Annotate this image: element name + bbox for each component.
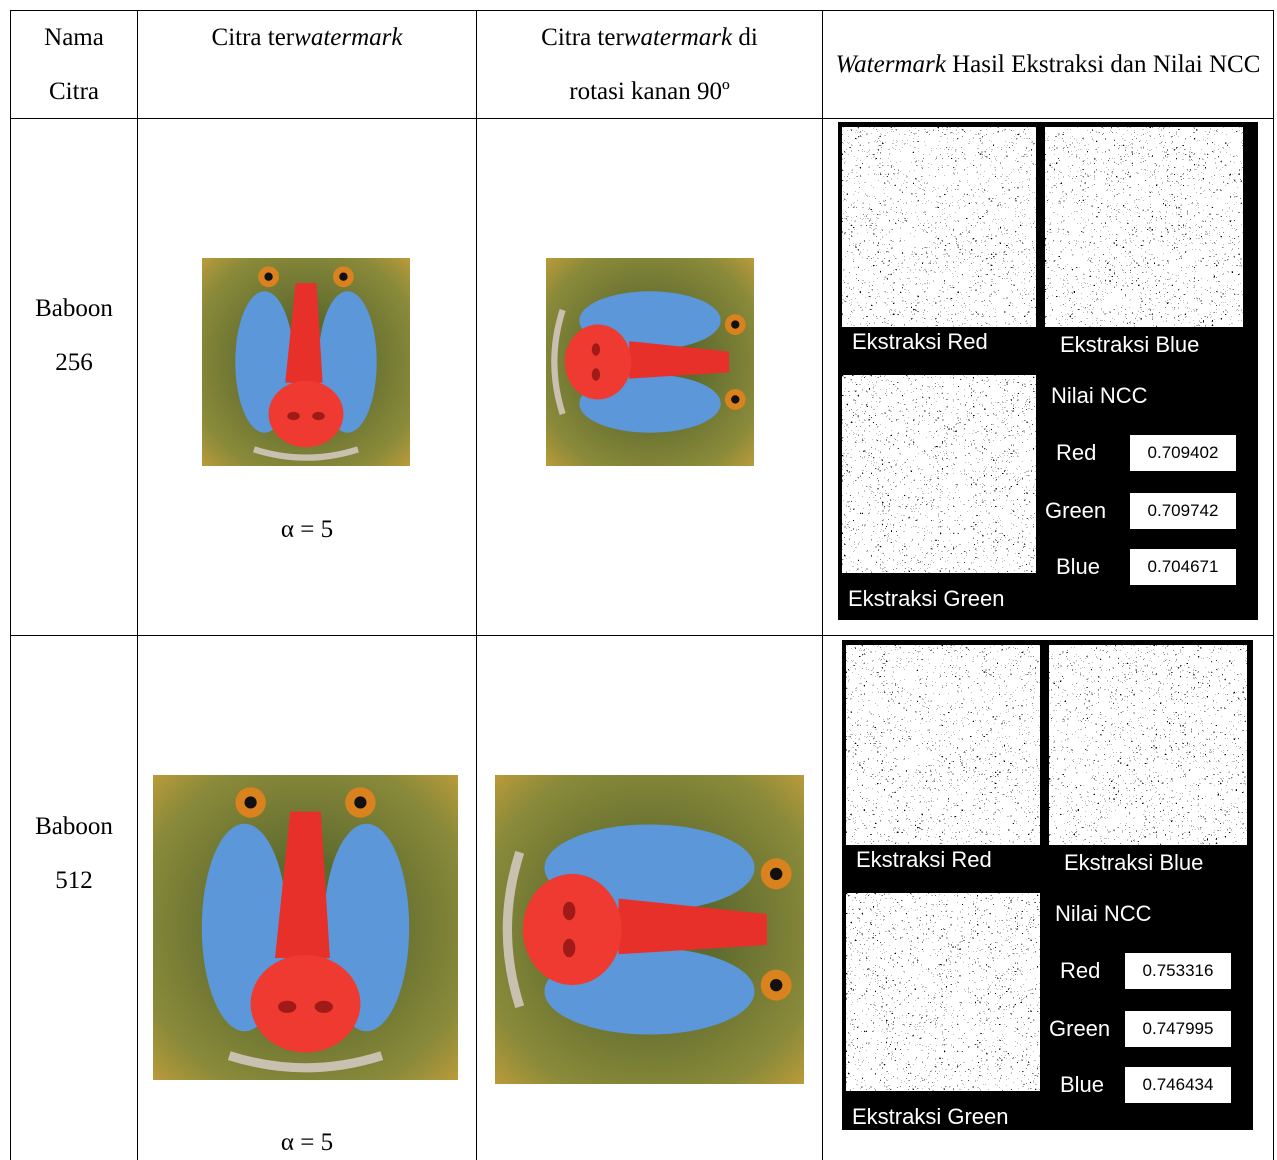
panel-label: Ekstraksi Blue (1064, 850, 1204, 875)
header-text: Citra terwatermark (212, 11, 403, 65)
panel-label: Ekstraksi Green (848, 586, 1005, 611)
text: watermark (623, 23, 733, 51)
ncc-channel: Blue (1056, 554, 1101, 579)
baboon (546, 258, 754, 466)
noise (846, 893, 1040, 1091)
alpha: α = 5 (280, 516, 334, 543)
ncc-value: 0.704671 (1130, 549, 1236, 585)
rule (10, 10, 11, 1160)
watermark-image (842, 375, 1036, 573)
panel-label: Ekstraksi Red (856, 847, 992, 872)
baboon (153, 775, 458, 1080)
ncc-channel: Green (1049, 1016, 1111, 1041)
row-name: Baboon 256 (35, 295, 113, 376)
rule (10, 635, 1273, 636)
text: Hasil Ekstraksi dan Nilai NCC (945, 50, 1261, 78)
text: watermark (294, 24, 403, 51)
watermark-image (846, 645, 1040, 845)
ncc-channel: Red (1060, 958, 1101, 983)
watermark-image (1049, 645, 1247, 845)
image (546, 258, 754, 466)
ncc-value: 0.709402 (1130, 435, 1236, 471)
text: di rotasi kanan 90º (569, 23, 758, 105)
header-text: Watermark Hasil Ekstraksi dan Nilai NCC (836, 38, 1261, 92)
panel-label: Ekstraksi Green (852, 1104, 1009, 1129)
header-text: Nama Citra (44, 23, 104, 105)
header-cell: Watermark Hasil Ekstraksi dan Nilai NCC (823, 11, 1273, 118)
watermark-image (1045, 127, 1243, 327)
rule (1273, 10, 1274, 1160)
header-text: Citra terwatermark di rotasi kanan 90º (517, 11, 782, 119)
image (153, 775, 458, 1080)
rule (10, 10, 1273, 11)
noise (1049, 645, 1247, 845)
ncc-title: Nilai NCC (1055, 901, 1152, 926)
row-name: Baboon 512 (35, 813, 113, 894)
noise (842, 127, 1036, 327)
ncc-channel: Blue (1060, 1072, 1105, 1097)
ncc-value: 0.746434 (1125, 1067, 1231, 1103)
header-cell: Citra terwatermark (138, 11, 476, 65)
extraction-panel: Ekstraksi Red Ekstraksi Blue Ekstraksi Gre… (838, 122, 1258, 620)
alpha: α = 5 (280, 1129, 334, 1156)
header-cell: Nama Citra (11, 11, 137, 118)
noise (846, 645, 1040, 845)
ncc-channel: Green (1045, 498, 1107, 523)
image (202, 258, 410, 466)
rule (476, 10, 477, 1160)
ncc-value: 0.753316 (1125, 953, 1231, 989)
rule (822, 10, 823, 1160)
ncc-title: Nilai NCC (1051, 383, 1148, 408)
image (495, 775, 804, 1084)
baboon (202, 258, 410, 466)
text: Citra ter (541, 23, 624, 51)
extraction-panel: Ekstraksi Red Ekstraksi Blue Ekstraksi Gre… (842, 640, 1253, 1130)
watermark-image (842, 127, 1036, 327)
panel-label: Ekstraksi Red (852, 329, 988, 354)
noise (1045, 127, 1243, 327)
rule (10, 118, 1273, 119)
watermark-image (846, 893, 1040, 1091)
ncc-channel: Red (1056, 440, 1097, 465)
text: Watermark (835, 50, 946, 78)
ncc-value: 0.709742 (1130, 493, 1236, 529)
noise (842, 375, 1036, 573)
panel-label: Ekstraksi Blue (1060, 332, 1200, 357)
header-cell: Citra terwatermark di rotasi kanan 90º (477, 11, 822, 118)
text: Citra ter (211, 24, 295, 51)
ncc-value: 0.747995 (1125, 1011, 1231, 1047)
rule (137, 10, 138, 1160)
baboon (495, 775, 804, 1084)
